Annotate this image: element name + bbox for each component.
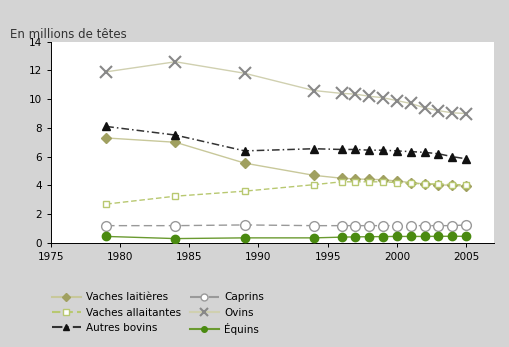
Text: En millions de têtes: En millions de têtes [10,28,127,41]
Legend: Vaches laitières, Vaches allaitantes, Autres bovins, Caprins, Ovins, Équins: Vaches laitières, Vaches allaitantes, Au… [52,293,264,335]
